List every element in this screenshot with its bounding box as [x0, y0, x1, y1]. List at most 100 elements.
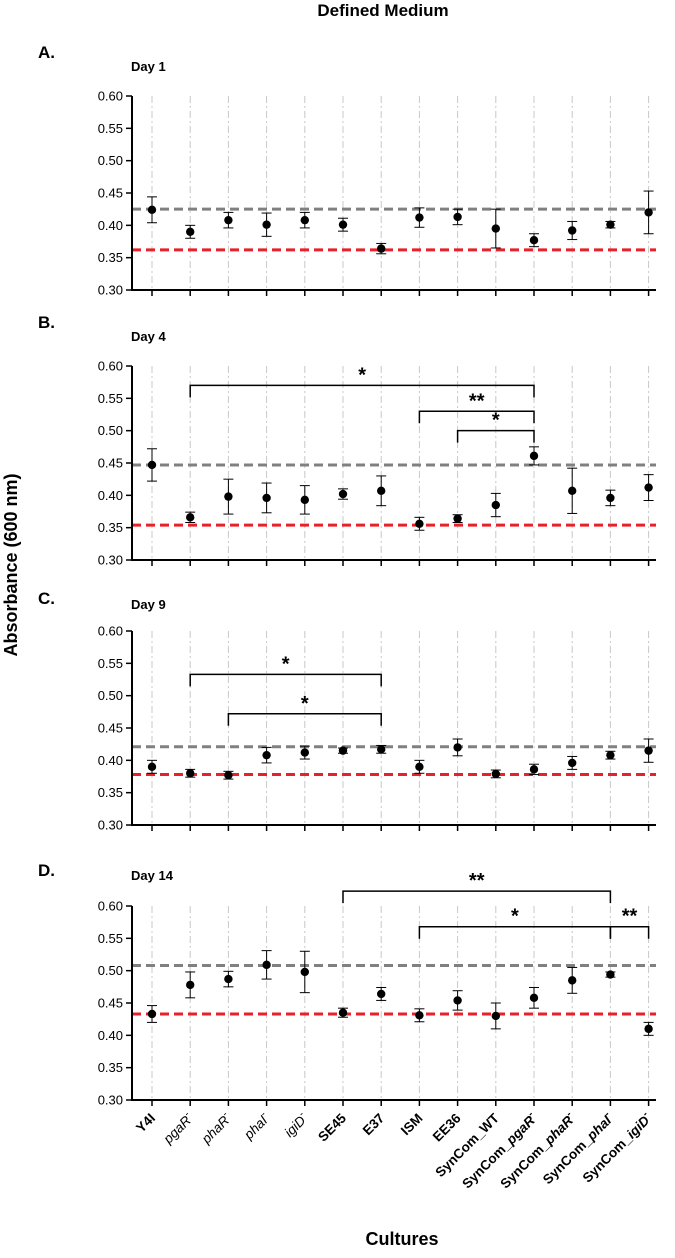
- data-point: [453, 514, 462, 523]
- significance-bracket: [189, 673, 382, 687]
- data-point: [186, 980, 195, 990]
- x-tick-label: igiD-: [280, 1109, 311, 1140]
- data-point: [262, 750, 271, 760]
- panel-letter: D.: [38, 861, 55, 880]
- y-tick-label: 0.60: [98, 624, 123, 639]
- data-point: [300, 215, 309, 225]
- y-tick-label: 0.30: [98, 283, 123, 298]
- data-point: [529, 765, 539, 774]
- data-point: [147, 762, 157, 771]
- panel-letter: B.: [38, 313, 55, 332]
- data-point: [415, 213, 424, 222]
- y-tick-label: 0.45: [98, 456, 123, 471]
- x-tick-label: pgaR-: [158, 1109, 196, 1147]
- data-point: [606, 220, 615, 229]
- panel-day-label: Day 1: [131, 59, 166, 74]
- panel-4: D. Day 140.600.550.500.450.400.350.30*** *…: [38, 861, 656, 1108]
- data-point: [224, 492, 233, 501]
- significance-label: *: [358, 364, 366, 386]
- data-point: [415, 519, 424, 528]
- data-point: [262, 220, 271, 229]
- y-tick-label: 0.45: [98, 186, 123, 201]
- panel-day-label: Day 14: [131, 868, 174, 883]
- y-tick-label: 0.55: [98, 391, 123, 406]
- data-point: [529, 236, 539, 245]
- significance-bracket: [456, 429, 535, 443]
- data-point: [300, 495, 309, 505]
- y-tick-label: 0.40: [98, 753, 123, 768]
- data-point: [377, 244, 386, 253]
- data-point: [224, 974, 233, 984]
- panels-group: A. Day 1 0.60 0.55 0.50 0.45 0.40 0.35 0.30 B. Day…: [38, 43, 656, 1108]
- y-tick-label: 0.60: [98, 359, 123, 374]
- data-point: [415, 1011, 424, 1020]
- significance-label: **: [469, 870, 485, 892]
- y-tick-label: 0.55: [98, 656, 123, 671]
- y-tick-label: 0.55: [98, 931, 123, 946]
- panel-1: A. Day 1 0.60 0.55 0.50 0.45 0.40 0.35 0.30: [38, 43, 656, 298]
- x-tick-label: ISM: [398, 1111, 426, 1139]
- data-point: [644, 746, 653, 755]
- data-point: [415, 762, 424, 771]
- y-tick-label: 0.30: [98, 1093, 123, 1108]
- data-point: [606, 970, 615, 979]
- x-tick-label: SE45: [315, 1110, 349, 1144]
- panel-day-label: Day 9: [131, 597, 166, 612]
- data-point: [147, 460, 157, 470]
- y-tick-label: 0.35: [98, 785, 123, 800]
- panel-letter: C.: [38, 589, 55, 608]
- data-point: [453, 743, 462, 752]
- y-tick-label: 0.35: [98, 520, 123, 535]
- data-point: [147, 205, 157, 215]
- y-tick-label: 0.45: [98, 996, 123, 1011]
- significance-label: **: [622, 906, 638, 928]
- y-tick-label: 0.60: [98, 89, 123, 104]
- panel-letter: A.: [38, 43, 55, 62]
- significance-label: **: [469, 390, 485, 412]
- data-point: [377, 486, 386, 496]
- data-point: [186, 227, 195, 236]
- significance-bracket: [609, 925, 650, 939]
- data-point: [338, 1008, 348, 1017]
- x-tick-label: E37: [360, 1111, 388, 1139]
- data-point: [377, 989, 386, 999]
- panel-3: C. Day 9 0.60 0.55 0.50 0.45 0.40 0.35 0.30 * *: [38, 589, 656, 833]
- significance-label: *: [301, 693, 309, 715]
- data-point: [262, 960, 271, 970]
- y-tick-label: 0.30: [98, 818, 123, 833]
- panel-2: B.Day 40.600.550.500.450.400.350.30****: [38, 313, 656, 568]
- y-tick-label: 0.40: [98, 1028, 123, 1043]
- x-tick-label: phaR-: [197, 1109, 235, 1147]
- significance-label: *: [282, 653, 290, 675]
- significance-bracket: [189, 384, 535, 398]
- data-point: [453, 996, 462, 1005]
- y-tick-label: 0.60: [98, 899, 123, 914]
- data-point: [644, 483, 653, 492]
- significance-bracket: [418, 925, 612, 939]
- data-point: [338, 220, 348, 229]
- significance-label: *: [511, 906, 519, 928]
- y-tick-label: 0.40: [98, 488, 123, 503]
- data-point: [491, 769, 500, 779]
- data-point: [568, 486, 577, 496]
- data-point: [186, 769, 195, 778]
- data-point: [606, 750, 615, 760]
- data-point: [491, 500, 500, 510]
- x-tick-label: EE36: [430, 1110, 464, 1144]
- data-point: [568, 758, 577, 768]
- data-point: [453, 212, 462, 222]
- x-axis-label: Cultures: [365, 1229, 438, 1249]
- significance-bracket: [418, 410, 535, 424]
- x-tick-label: phaI-: [239, 1109, 273, 1143]
- data-point: [529, 993, 539, 1003]
- y-tick-label: 0.50: [98, 688, 123, 703]
- data-point: [300, 967, 309, 977]
- data-point: [491, 1011, 500, 1021]
- data-point: [224, 771, 233, 780]
- y-tick-label: 0.50: [98, 963, 123, 978]
- y-tick-label: 0.50: [98, 153, 123, 168]
- x-tick-label: Y4I: [133, 1111, 158, 1136]
- significance-bracket: [227, 713, 382, 726]
- x-tick-labels-group: Y4I pgaR-phaR-phaI-igiD- SE45 E37 ISM EE36Syn…: [133, 1109, 652, 1191]
